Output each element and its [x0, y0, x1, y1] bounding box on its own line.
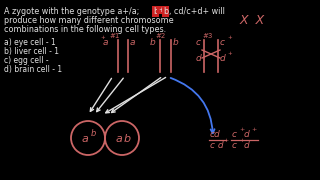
Text: b: b — [150, 38, 156, 47]
Text: X  X: X X — [240, 14, 265, 27]
Text: +: + — [239, 138, 244, 143]
Text: , cd/c+d+ will: , cd/c+d+ will — [169, 7, 225, 16]
Text: +: + — [239, 127, 244, 132]
Text: +: + — [223, 138, 228, 143]
Text: #1: #1 — [109, 33, 119, 39]
Text: b) liver cell - 1: b) liver cell - 1 — [4, 47, 59, 56]
Text: d: d — [244, 130, 250, 139]
Text: b: b — [173, 38, 179, 47]
Text: d: d — [244, 141, 250, 150]
Text: c: c — [232, 130, 237, 139]
Text: +: + — [251, 127, 256, 132]
Text: A zygote with the genotype a+/a;: A zygote with the genotype a+/a; — [4, 7, 142, 16]
Text: b: b — [153, 7, 158, 16]
Text: a: a — [130, 38, 135, 47]
Text: c d: c d — [210, 141, 224, 150]
Text: c: c — [232, 141, 237, 150]
Text: +: + — [158, 7, 164, 13]
Text: a: a — [103, 38, 108, 47]
Text: +: + — [100, 35, 105, 40]
Text: a) eye cell - 1: a) eye cell - 1 — [4, 38, 56, 47]
Text: +: + — [227, 35, 232, 40]
Text: d: d — [220, 54, 226, 63]
Text: produce how many different chromosome: produce how many different chromosome — [4, 16, 174, 25]
Text: c) egg cell -: c) egg cell - — [4, 56, 49, 65]
Text: b: b — [124, 134, 131, 144]
Text: a: a — [82, 134, 88, 144]
Text: #2: #2 — [155, 33, 165, 39]
Text: b: b — [90, 129, 96, 138]
Text: a: a — [116, 134, 123, 144]
Text: cd: cd — [210, 130, 221, 139]
Text: +: + — [227, 51, 232, 56]
Text: b: b — [163, 7, 168, 16]
Text: c: c — [220, 38, 225, 47]
Text: combinations in the following cell types.: combinations in the following cell types… — [4, 25, 166, 34]
Text: d: d — [196, 54, 202, 63]
Text: #3: #3 — [202, 33, 212, 39]
Text: c: c — [196, 38, 201, 47]
Text: d) brain cell - 1: d) brain cell - 1 — [4, 65, 62, 74]
